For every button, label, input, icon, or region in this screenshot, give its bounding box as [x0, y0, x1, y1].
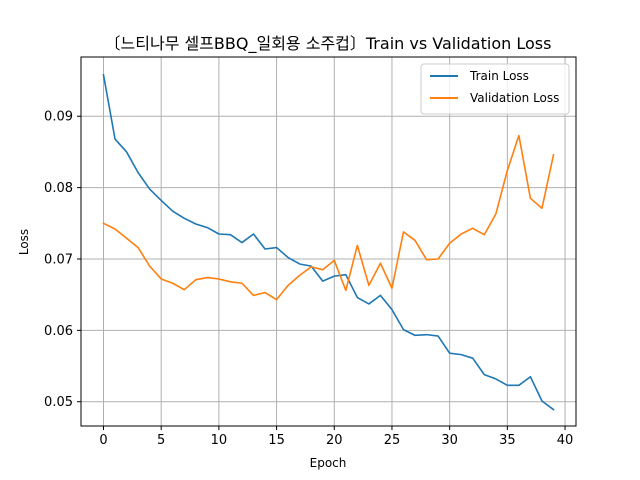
x-tick-label: 25 [384, 433, 401, 448]
x-axis-title: Epoch [310, 456, 347, 470]
series-line-validation-loss [102, 134, 555, 301]
x-tick-label: 5 [157, 433, 165, 448]
y-axis: 0.05 0.06 0.07 0.08 0.09 [44, 110, 81, 410]
y-tick-label: 0.08 [44, 181, 73, 196]
grid-lines [81, 57, 576, 426]
plot-frame [80, 56, 577, 427]
y-tick-label: 0.05 [44, 395, 73, 410]
x-tick-label: 15 [268, 433, 285, 448]
x-tick-label: 0 [99, 433, 107, 448]
legend: Train Loss Validation Loss [420, 63, 570, 115]
legend-label-train: Train Loss [469, 69, 529, 83]
x-tick-label: 40 [557, 433, 574, 448]
y-tick-label: 0.06 [44, 324, 73, 339]
x-tick-label: 20 [326, 433, 343, 448]
x-tick-label: 10 [211, 433, 228, 448]
series-line-train-loss [102, 73, 555, 411]
legend-label-validation: Validation Loss [470, 91, 559, 105]
series-layer [102, 73, 555, 411]
x-axis: 0 5 10 15 20 25 30 35 40 [99, 426, 573, 448]
y-axis-title: Loss [17, 229, 31, 255]
x-tick-label: 30 [441, 433, 458, 448]
x-tick-label: 35 [499, 433, 516, 448]
chart-title: 〔느티나무 셀프BBQ_일회용 소주컵〕Train vs Validation … [105, 34, 552, 54]
y-tick-label: 0.09 [44, 110, 73, 125]
y-tick-label: 0.07 [44, 252, 73, 267]
